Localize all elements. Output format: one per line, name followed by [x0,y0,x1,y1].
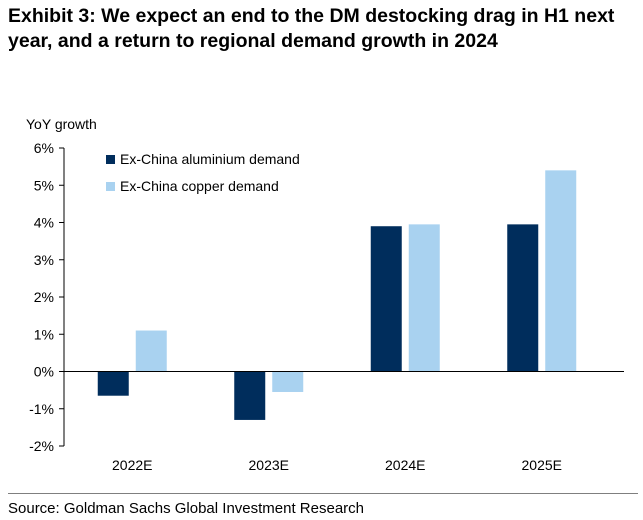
chart-title: Exhibit 3: We expect an end to the DM de… [8,5,615,52]
y-axis-label: YoY growth [26,116,97,132]
bar-aluminium-2023E [234,371,266,420]
x-tick-label: 2025E [522,457,562,473]
y-tick-label: 3% [34,252,54,268]
y-tick-label: 1% [34,326,54,342]
x-tick-label: 2023E [249,457,289,473]
y-tick-label: -1% [29,401,54,417]
y-tick-label: 2% [34,289,54,305]
y-tick-label: 6% [34,140,54,156]
legend-label-aluminium: Ex-China aluminium demand [120,151,300,167]
bar-aluminium-2022E [97,371,129,396]
source-divider [8,493,638,494]
y-tick-label: -2% [29,438,54,454]
y-tick-label: 4% [34,215,54,231]
y-tick-label: 0% [34,364,54,380]
x-tick-label: 2022E [112,457,152,473]
bar-copper-2025E [545,170,577,372]
bar-copper-2023E [272,371,304,392]
bar-chart: YoY growth -2% -1% 0% 1% 2% 3% 4% 5% 6% 2022E 2023… [26,116,624,473]
source-note: Source: Goldman Sachs Global Investment … [8,500,365,517]
bar-copper-2022E [135,330,167,372]
plot-area: -2% -1% 0% 1% 2% 3% 4% 5% 6% 2022E 2023E 2024E 2025E [29,140,624,473]
x-tick-label: 2024E [385,457,425,473]
legend-swatch-aluminium [106,155,115,164]
legend-label-copper: Ex-China copper demand [120,178,279,194]
bar-aluminium-2025E [507,224,539,372]
legend: Ex-China aluminium demand Ex-China copper… [106,151,300,194]
y-tick-label: 5% [34,177,54,193]
legend-swatch-copper [106,182,115,191]
bar-copper-2024E [408,224,440,372]
bar-aluminium-2024E [370,226,402,372]
